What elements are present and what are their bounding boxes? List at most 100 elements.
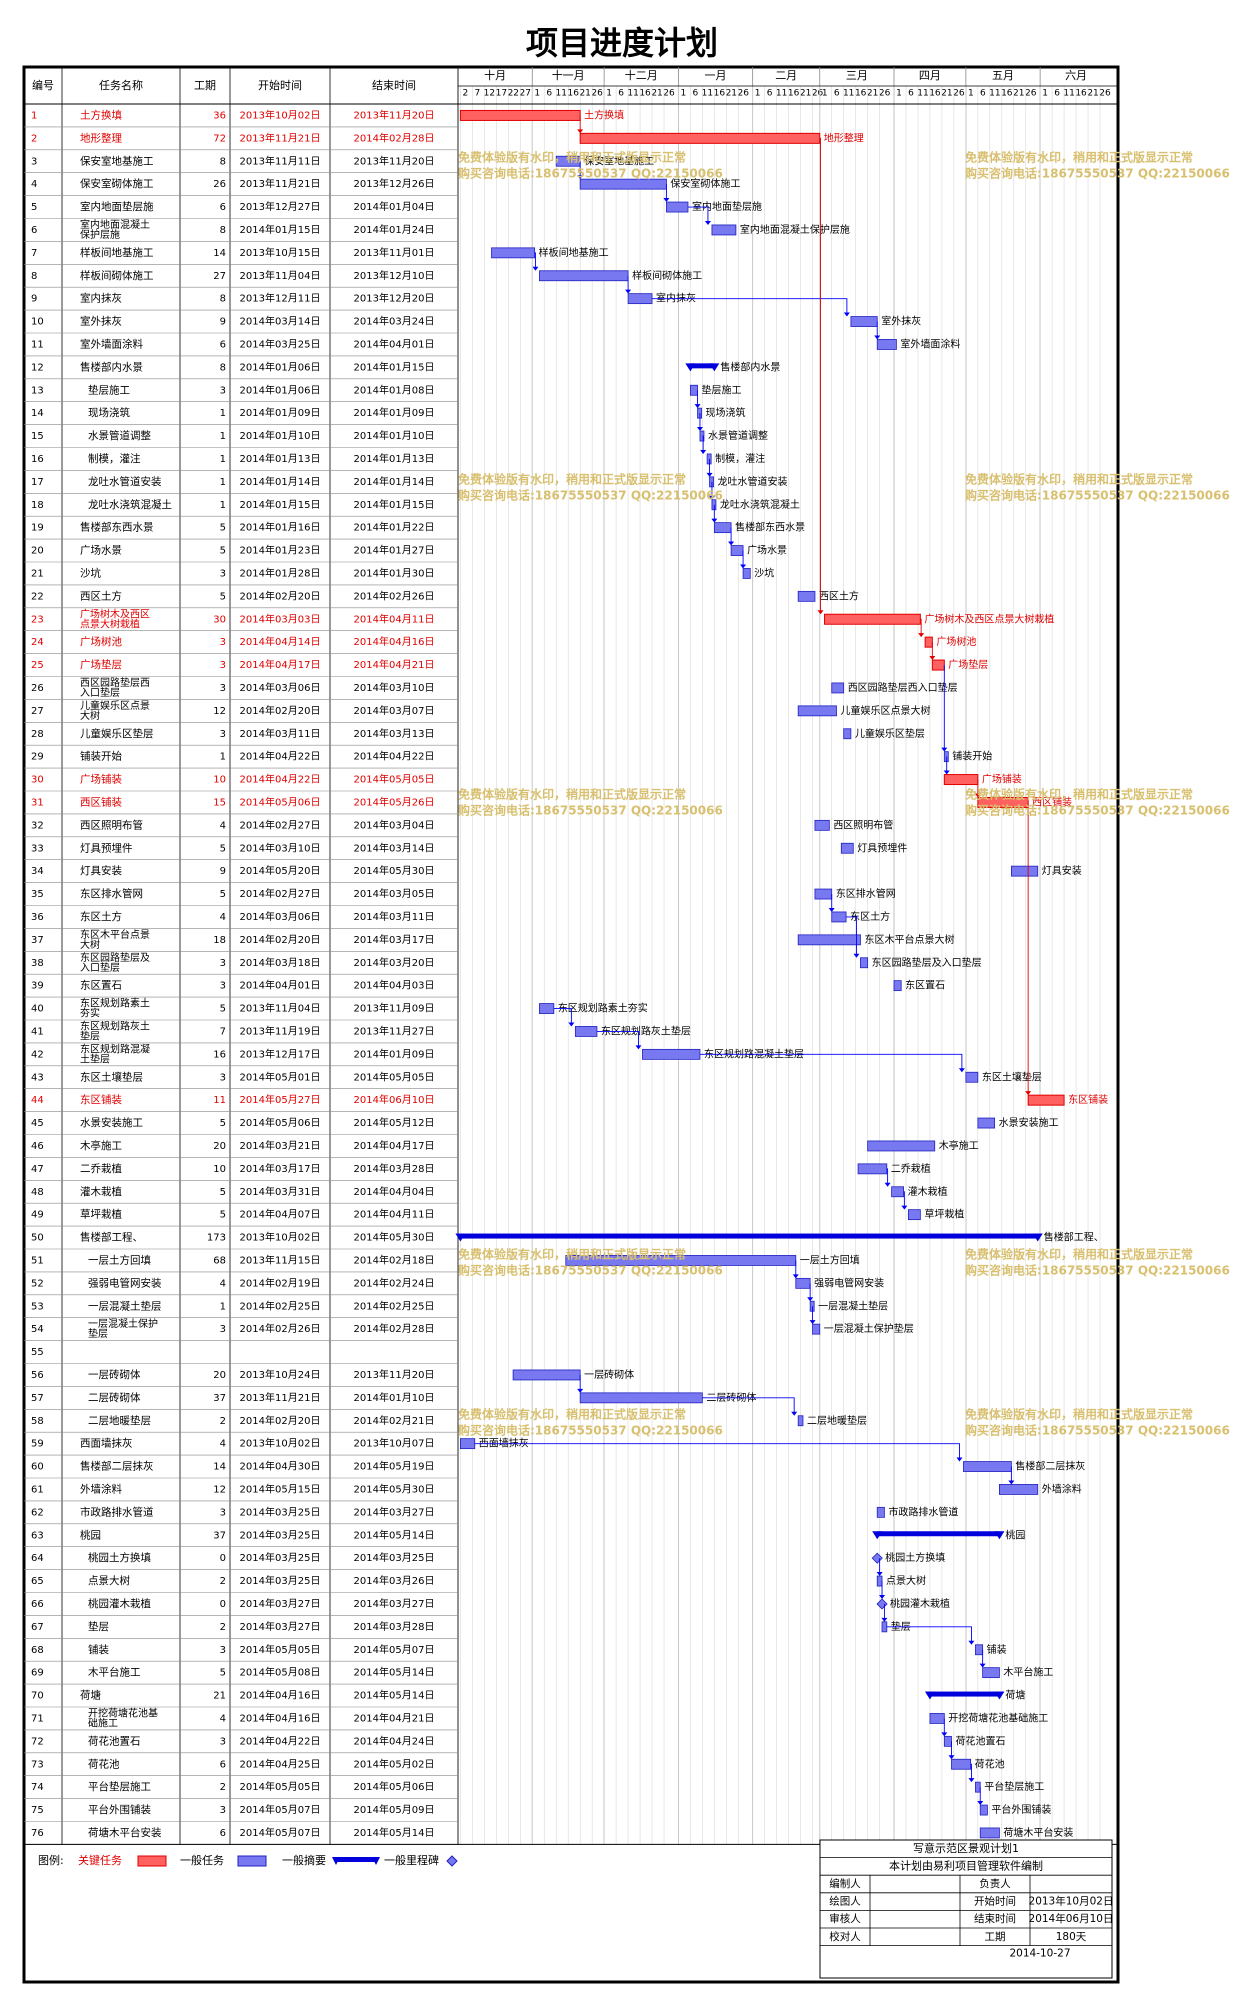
task-duration: 1 bbox=[220, 431, 226, 442]
task-id: 43 bbox=[31, 1072, 44, 1083]
dependency-arrow bbox=[956, 1457, 963, 1462]
watermark-text: 免费体验版有水印，稍用和正式版显示正常 bbox=[965, 1407, 1193, 1422]
watermark-text: 免费体验版有水印，稍用和正式版显示正常 bbox=[458, 1247, 686, 1262]
task-bar bbox=[979, 1804, 988, 1816]
task-name: 土方换填 bbox=[80, 108, 122, 121]
day-tick-label: 27 bbox=[520, 89, 531, 99]
task-id: 3 bbox=[31, 156, 37, 167]
dependency-arrow bbox=[876, 1572, 883, 1577]
watermark-text: 购买咨询电话:18675550537 QQ:22150066 bbox=[965, 1423, 1230, 1438]
bar-label: 桃园灌木栽植 bbox=[890, 1597, 950, 1610]
task-bar bbox=[539, 270, 629, 282]
task-name: 垫层 bbox=[80, 1029, 100, 1042]
day-tick-label: 26 bbox=[879, 89, 891, 99]
bar-label: 平台外围铺装 bbox=[991, 1803, 1051, 1816]
task-start: 2014年01月15日 bbox=[240, 223, 321, 236]
task-bar-critical bbox=[579, 132, 821, 144]
task-bar-critical bbox=[459, 109, 581, 121]
task-bar bbox=[713, 522, 732, 534]
task-end: 2014年02月28日 bbox=[354, 131, 435, 144]
bar-label: 地形整理 bbox=[824, 131, 864, 144]
task-end: 2014年01月13日 bbox=[354, 452, 435, 465]
bar-label: 荷塘木平台安装 bbox=[1003, 1826, 1073, 1839]
task-end: 2014年05月07日 bbox=[354, 1643, 435, 1656]
task-start: 2014年04月01日 bbox=[240, 979, 321, 992]
task-bar bbox=[876, 1575, 883, 1587]
task-end: 2014年01月10日 bbox=[354, 1391, 435, 1404]
task-id: 50 bbox=[31, 1233, 44, 1244]
watermark-text: 免费体验版有水印，稍用和正式版显示正常 bbox=[458, 472, 686, 487]
task-name: 样板间砌体施工 bbox=[80, 269, 154, 282]
dependency-arrow bbox=[1025, 1091, 1032, 1096]
task-end: 2013年11月20日 bbox=[354, 154, 435, 167]
legend-milestone-swatch bbox=[446, 1855, 458, 1867]
task-end: 2013年11月20日 bbox=[354, 1368, 435, 1381]
bar-label: 东区规划路素土夯实 bbox=[558, 1002, 648, 1015]
task-id: 21 bbox=[31, 568, 44, 579]
task-name: 售楼部内水景 bbox=[80, 360, 143, 373]
task-duration: 5 bbox=[220, 1118, 226, 1129]
task-id: 13 bbox=[31, 385, 44, 396]
task-duration: 20 bbox=[213, 1141, 226, 1152]
summary-end-cap bbox=[1032, 1233, 1043, 1242]
task-end: 2014年03月25日 bbox=[354, 1551, 435, 1564]
task-name: 开挖荷塘花池基 bbox=[88, 1706, 158, 1719]
task-start: 2014年03月25日 bbox=[240, 1505, 321, 1518]
dependency-link bbox=[702, 435, 704, 453]
task-bar bbox=[539, 1003, 555, 1014]
bar-label: 强弱电管网安装 bbox=[814, 1276, 884, 1289]
task-start: 2014年03月25日 bbox=[240, 1574, 321, 1587]
watermark-text: 免费体验版有水印，稍用和正式版显示正常 bbox=[965, 1247, 1193, 1262]
task-duration: 7 bbox=[220, 1026, 226, 1037]
day-tick-label: 1 bbox=[1042, 89, 1048, 99]
task-name: 龙吐水管道安装 bbox=[88, 475, 162, 488]
task-name: 市政路排水管道 bbox=[80, 1505, 154, 1518]
dependency-arrow bbox=[577, 129, 584, 134]
day-tick-label: 16 bbox=[567, 89, 579, 99]
task-id: 68 bbox=[31, 1645, 44, 1656]
dependency-arrow bbox=[740, 564, 747, 569]
task-start: 2014年04月30日 bbox=[240, 1460, 321, 1473]
task-bar bbox=[795, 1277, 811, 1289]
task-name: 广场树木及西区 bbox=[80, 607, 150, 620]
task-end: 2014年02月24日 bbox=[354, 1276, 435, 1289]
bar-label: 室内地面混凝土保护层施 bbox=[740, 223, 850, 236]
bar-label: 垫层 bbox=[891, 1620, 911, 1633]
bar-label: 龙吐水管道安装 bbox=[718, 475, 788, 488]
info-cell: 2013年10月02日 bbox=[1029, 1895, 1114, 1908]
dependency-link bbox=[886, 1626, 972, 1644]
task-id: 67 bbox=[31, 1622, 44, 1633]
task-start: 2014年03月25日 bbox=[240, 337, 321, 350]
task-id: 49 bbox=[31, 1210, 44, 1221]
bar-label: 一层混凝土保护垫层 bbox=[824, 1322, 914, 1335]
task-duration: 4 bbox=[220, 912, 226, 923]
bar-label: 室外抹灰 bbox=[881, 315, 921, 328]
task-name: 地形整理 bbox=[80, 131, 122, 144]
task-start: 2013年11月15日 bbox=[240, 1253, 321, 1266]
milestone-marker bbox=[871, 1552, 883, 1564]
task-end: 2014年03月04日 bbox=[354, 818, 435, 831]
column-header: 结束时间 bbox=[372, 79, 416, 92]
task-id: 8 bbox=[31, 271, 37, 282]
task-end: 2013年10月07日 bbox=[354, 1437, 435, 1450]
task-duration: 21 bbox=[213, 1691, 226, 1702]
task-start: 2013年11月04日 bbox=[240, 269, 321, 282]
day-tick-label: 21 bbox=[1013, 89, 1024, 99]
bar-label: 售楼部东西水景 bbox=[735, 521, 805, 534]
task-bar bbox=[840, 842, 854, 854]
task-bar bbox=[666, 201, 689, 213]
task-end: 2014年03月27日 bbox=[354, 1597, 435, 1610]
bar-label: 灯具预埋件 bbox=[857, 842, 907, 854]
task-bar bbox=[963, 1461, 1012, 1472]
task-duration: 5 bbox=[220, 546, 226, 557]
task-name: 售楼部东西水景 bbox=[80, 521, 154, 534]
task-name: 荷塘木平台安装 bbox=[88, 1826, 162, 1839]
task-end: 2014年03月07日 bbox=[354, 704, 435, 717]
dependency-arrow bbox=[635, 1045, 642, 1050]
task-id: 9 bbox=[31, 294, 37, 305]
task-end: 2014年05月30日 bbox=[354, 1482, 435, 1495]
watermark-text: 购买咨询电话:18675550537 QQ:22150066 bbox=[458, 488, 723, 503]
task-name: 东区规划路素土 bbox=[80, 997, 150, 1010]
dependency-arrow bbox=[577, 175, 584, 180]
bar-label: 售楼部二层抹灰 bbox=[1015, 1460, 1085, 1473]
